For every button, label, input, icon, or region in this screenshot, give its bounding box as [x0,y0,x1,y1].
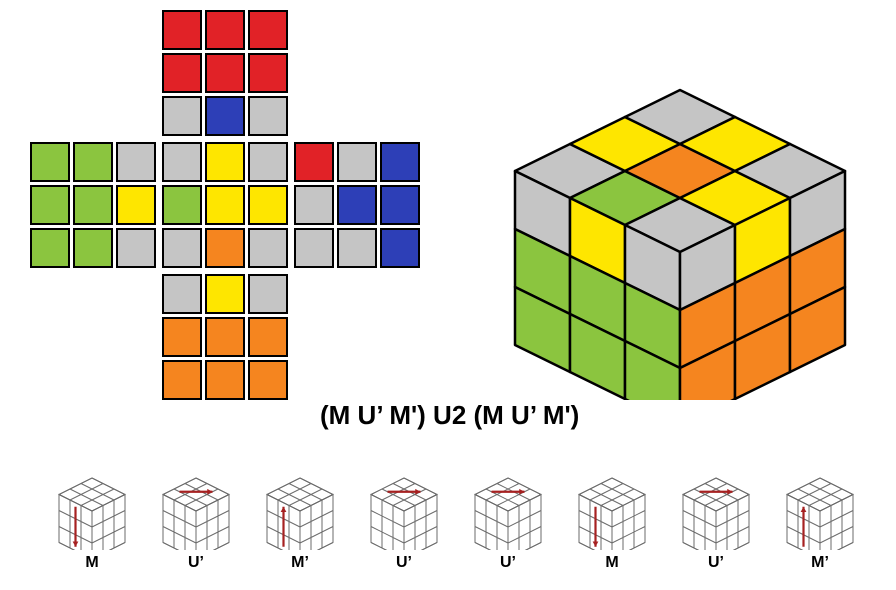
mini-cube-icon [260,470,340,550]
move-label: M [605,554,618,572]
move-item: U’ [364,470,444,572]
move-label: M’ [811,554,829,572]
move-label: U’ [500,554,516,572]
mini-cube-icon [676,470,756,550]
isometric-cube [0,0,896,400]
move-item: U’ [156,470,236,572]
move-item: M [52,470,132,572]
mini-cube-icon [780,470,860,550]
mini-cube-icon [468,470,548,550]
move-item: U’ [468,470,548,572]
move-label: U’ [396,554,412,572]
move-sequence: M U’ M’ U’ U’ M U’ M’ [52,470,860,572]
move-item: M’ [780,470,860,572]
move-item: M [572,470,652,572]
mini-cube-icon [572,470,652,550]
mini-cube-icon [52,470,132,550]
move-item: U’ [676,470,756,572]
move-label: M [85,554,98,572]
mini-cube-icon [364,470,444,550]
move-label: U’ [188,554,204,572]
mini-cube-icon [156,470,236,550]
algorithm-text: (M U’ M') U2 (M U’ M') [320,400,579,431]
move-label: M’ [291,554,309,572]
move-item: M’ [260,470,340,572]
move-label: U’ [708,554,724,572]
